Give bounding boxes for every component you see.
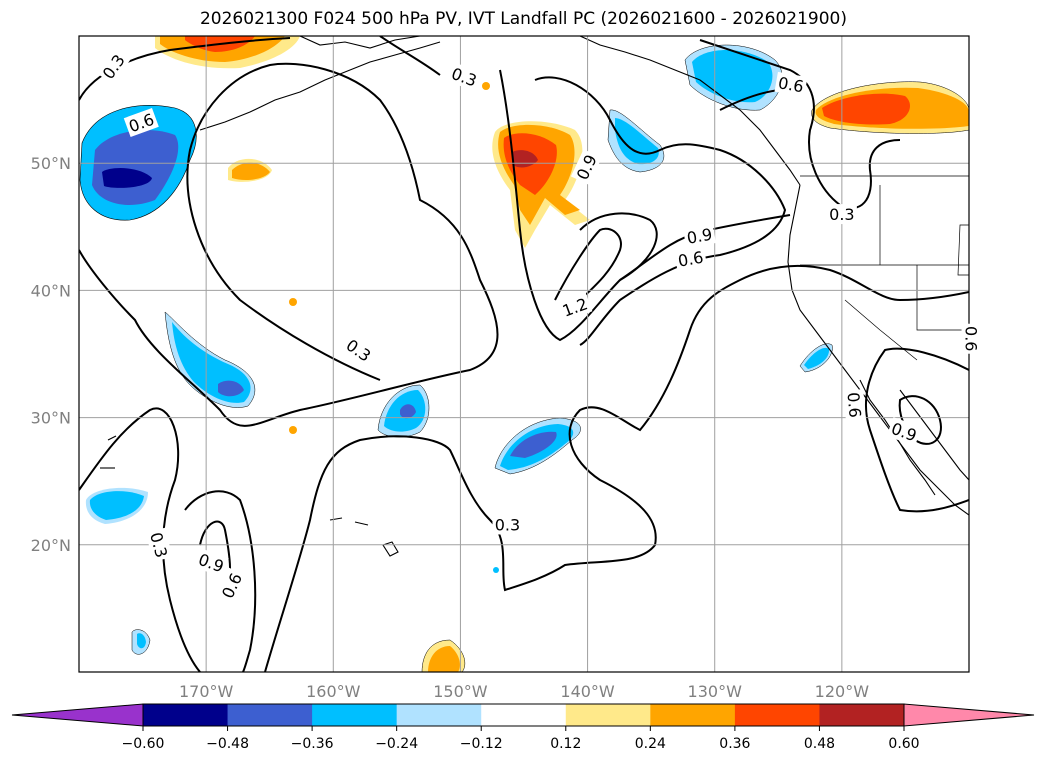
contour-label-halo <box>843 389 866 421</box>
contour-label-halo <box>961 323 982 354</box>
contour-label: 0.3 <box>829 205 854 224</box>
lat-tick-label: 20°N <box>31 536 71 555</box>
colorbar-tick-label: 0.24 <box>635 736 666 752</box>
coastlines <box>100 36 969 557</box>
colorbar-tick-label: −0.48 <box>206 736 249 752</box>
contour-label-group: 0.3 <box>145 527 173 562</box>
contour-label-group: 0.3 <box>492 514 523 535</box>
lat-tick-label: 30°N <box>31 409 71 428</box>
lat-tick-label: 50°N <box>31 154 71 173</box>
pv-anomaly-negative <box>615 118 659 165</box>
colorbar-tick-label: −0.36 <box>291 736 334 752</box>
pv-anomaly-negative <box>218 380 244 397</box>
colorbar: −0.60 −0.48 −0.36 −0.24 −0.12 0.12 0.24 0.36 0.4… <box>11 703 1035 752</box>
colorbar-min-extend <box>11 703 144 727</box>
contour-label-halo <box>96 48 131 85</box>
contour-label: 0.9 <box>685 225 713 248</box>
colorbar-segment <box>396 704 482 726</box>
lat-tick-label: 40°N <box>31 281 71 300</box>
lon-tick-label: 130°W <box>688 682 743 701</box>
contour-label-group: 0.3 <box>826 204 857 225</box>
contour-label-halo <box>826 204 857 225</box>
colorbar-segment <box>819 704 905 726</box>
colorbar-tick-label: 0.12 <box>550 736 581 752</box>
colorbar-max-extend <box>903 703 1035 727</box>
pv-shading <box>79 36 969 672</box>
colorbar-tick-label: 0.48 <box>804 736 835 752</box>
contour-label-halo <box>774 71 808 97</box>
pv-anomaly-positive <box>232 162 270 180</box>
pv-anomaly-negative <box>493 567 499 573</box>
colorbar-segment <box>565 704 651 726</box>
contour-label-group: 0.6 <box>774 71 808 97</box>
contour-label-halo <box>340 333 377 367</box>
contour-label-halo <box>446 62 482 92</box>
colorbar-tick-label: 0.36 <box>719 736 750 752</box>
map-title: 2026021300 F024 500 hPa PV, IVT Landfall… <box>199 9 847 29</box>
gridlines <box>79 36 969 672</box>
colorbar-segment <box>227 704 313 726</box>
contour-label-halo <box>123 107 159 138</box>
pv-anomaly-negative <box>102 168 152 188</box>
colorbar-tick-label: −0.24 <box>375 736 418 752</box>
colorbar-segment <box>312 704 398 726</box>
colorbar-tick-label: −0.60 <box>122 736 165 752</box>
lon-tick-label: 150°W <box>433 682 488 701</box>
pv-anomaly-negative <box>89 491 144 520</box>
lon-tick-label: 160°W <box>306 682 361 701</box>
contour-label-halo <box>570 149 602 185</box>
contour-label-halo <box>682 223 716 249</box>
contour-label-halo <box>492 514 523 535</box>
axis-ticks: 170°W 160°W 150°W 140°W 130°W 120°W 20°N 30°N 40… <box>31 154 870 701</box>
pv-anomaly-positive <box>428 646 460 672</box>
pv-anomaly-negative <box>400 404 416 419</box>
contour-label-halo <box>145 527 173 562</box>
colorbar-tick-label: 0.60 <box>888 736 919 752</box>
contour-label-halo <box>557 292 593 322</box>
pv-anomaly-negative <box>137 633 146 649</box>
colorbar-frame <box>142 703 905 727</box>
contour-label-halo <box>193 548 229 578</box>
contour-label-group: 0.9 <box>682 223 716 249</box>
pv-anomaly-positive <box>289 298 297 306</box>
pv-anomaly-negative <box>804 347 830 369</box>
contour-label-halo <box>216 567 247 604</box>
lon-tick-label: 170°W <box>179 682 234 701</box>
contour-label: 0.6 <box>844 391 865 418</box>
contour-label: 0.6 <box>962 326 981 351</box>
colorbar-segment <box>481 704 567 726</box>
pv-anomaly-positive <box>289 426 297 434</box>
contour-label-halo <box>674 246 708 272</box>
colorbar-tick-label: −0.12 <box>460 736 503 752</box>
pv-anomaly-negative <box>510 431 557 458</box>
colorbar-segment <box>734 704 820 726</box>
colorbar-segment <box>143 704 229 726</box>
lon-tick-label: 120°W <box>815 682 870 701</box>
contour-label: 0.3 <box>495 515 520 534</box>
contour-label-group: 0.6 <box>961 323 982 354</box>
contour-label: 0.6 <box>676 248 704 271</box>
lon-tick-label: 140°W <box>560 682 615 701</box>
contour-label-group: 0.6 <box>843 389 866 421</box>
contour-label: 0.6 <box>777 73 805 96</box>
pv-anomaly-positive <box>482 82 490 90</box>
contour-label-group: 0.6 <box>674 246 708 272</box>
ivt-contours <box>79 36 969 672</box>
plot-frame <box>78 35 970 673</box>
pv-anomaly-positive <box>822 93 910 125</box>
contour-label-halo <box>886 417 922 447</box>
colorbar-segment <box>650 704 736 726</box>
